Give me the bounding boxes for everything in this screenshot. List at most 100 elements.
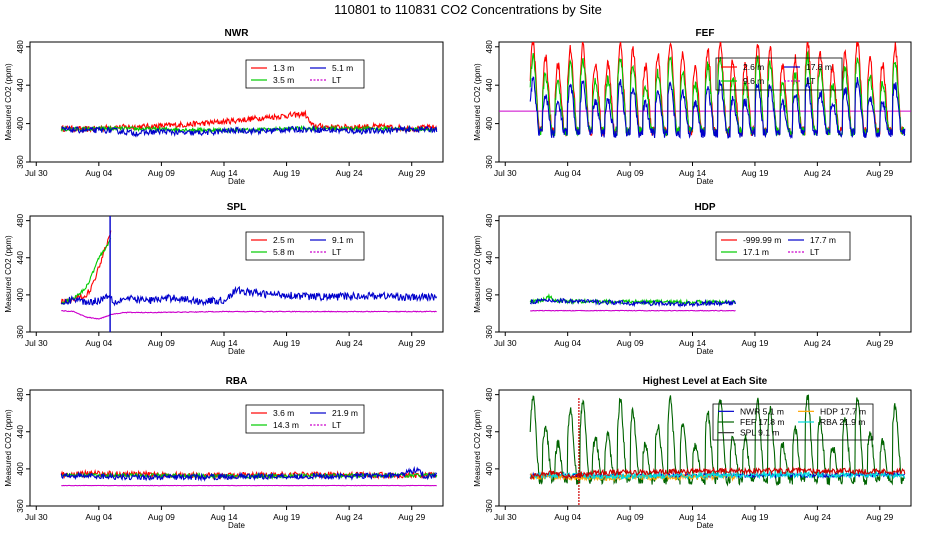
legend-box: [712, 403, 874, 441]
x-tick-label: Aug 09: [617, 168, 644, 178]
legend: 3.6 m 21.9 m 14.3 m LT: [245, 404, 365, 434]
x-tick-label: Aug 29: [866, 338, 893, 348]
y-tick-label: 440: [485, 251, 494, 265]
figure-title: 110801 to 110831 CO2 Concentrations by S…: [334, 2, 602, 17]
x-tick-label: Jul 30: [25, 168, 48, 178]
legend-label: 14.3 m: [273, 420, 299, 430]
x-tick-label: Aug 14: [679, 512, 706, 522]
panel-title: FEF: [696, 28, 715, 39]
x-axis-label: Date: [228, 177, 245, 186]
plot-frame: [29, 215, 444, 333]
series-line: [530, 309, 736, 312]
x-tick-label: Aug 04: [554, 168, 581, 178]
plot-frame: [498, 389, 912, 507]
y-tick-label: 440: [485, 425, 494, 439]
y-tick-label: 440: [16, 251, 25, 265]
x-tick-label: Aug 24: [336, 512, 363, 522]
chart-panel-fef: FEF 360 400 440 480 Jul 30 Aug 04 Aug 09 Aug 14 A…: [473, 28, 912, 186]
x-tick-label: Aug 04: [85, 168, 112, 178]
legend-box: [715, 57, 843, 91]
x-tick-label: Jul 30: [494, 338, 517, 348]
x-tick-label: Aug 09: [617, 512, 644, 522]
chart-panel-hdp: HDP 360 400 440 480 Jul 30 Aug 04 Aug 09 Aug 14 A…: [473, 202, 912, 356]
legend-box: [715, 231, 851, 261]
legend-box: [245, 231, 365, 261]
y-tick-label: 400: [16, 462, 25, 476]
legend-label: 3.5 m: [273, 75, 294, 85]
y-tick-label: 360: [485, 325, 494, 339]
legend-label: LT: [332, 75, 341, 85]
x-axis-label: Date: [697, 347, 714, 356]
y-tick-label: 400: [16, 288, 25, 302]
y-tick-label: 480: [16, 40, 25, 54]
legend-label: 9.1 m: [332, 235, 353, 245]
legend-label: SPL 9.1 m: [740, 428, 779, 438]
x-tick-label: Aug 29: [866, 168, 893, 178]
x-tick-label: Aug 29: [398, 512, 425, 522]
y-tick-label: 440: [16, 425, 25, 439]
x-tick-label: Aug 14: [211, 338, 238, 348]
x-tick-label: Aug 19: [741, 512, 768, 522]
legend-label: 21.9 m: [332, 408, 358, 418]
series-line: [60, 465, 438, 482]
series-line: [60, 109, 438, 133]
series-line: [529, 465, 906, 481]
x-tick-label: Aug 04: [85, 338, 112, 348]
series-line: [529, 469, 906, 481]
panel-title: NWR: [225, 28, 250, 39]
series-line: [61, 237, 112, 305]
x-tick-label: Aug 09: [148, 512, 175, 522]
legend-box: [245, 404, 365, 434]
y-tick-label: 480: [485, 213, 494, 227]
panel-title: SPL: [227, 202, 246, 213]
panel-title: RBA: [226, 376, 248, 387]
x-axis-label: Date: [228, 347, 245, 356]
x-tick-label: Aug 24: [804, 512, 831, 522]
legend-label: 5.8 m: [273, 247, 294, 257]
x-tick-label: Aug 24: [804, 168, 831, 178]
x-tick-label: Aug 29: [398, 168, 425, 178]
x-tick-label: Aug 19: [273, 338, 300, 348]
x-tick-label: Aug 24: [804, 338, 831, 348]
legend-label: 17.1 m: [743, 247, 769, 257]
legend-label: -999.99 m: [743, 235, 781, 245]
series-line: [529, 394, 906, 487]
y-tick-label: 360: [485, 155, 494, 169]
x-tick-label: Aug 19: [273, 512, 300, 522]
legend-label: HDP 17.7 m: [820, 406, 866, 416]
x-tick-label: Aug 04: [85, 512, 112, 522]
x-tick-label: Aug 19: [273, 168, 300, 178]
x-tick-label: Aug 24: [336, 338, 363, 348]
x-tick-label: Aug 29: [398, 338, 425, 348]
series-line: [529, 297, 737, 308]
x-tick-label: Jul 30: [25, 338, 48, 348]
x-tick-label: Aug 24: [336, 168, 363, 178]
x-axis-label: Date: [697, 177, 714, 186]
legend: 2.6 m 17.8 m 9.6 m LT: [715, 57, 843, 91]
y-tick-label: 360: [16, 499, 25, 513]
plot-frame: [498, 41, 912, 163]
legend-label: 17.8 m: [806, 62, 832, 72]
x-tick-label: Aug 19: [741, 338, 768, 348]
plot-area: [60, 109, 438, 138]
legend-label: LT: [332, 420, 341, 430]
chart-panel-spl: SPL 360 400 440 480 Jul 30 Aug 04 Aug 09 Aug 14 A…: [4, 202, 444, 356]
y-tick-label: 400: [485, 116, 494, 130]
y-axis-label: Measured CO2 (ppm): [473, 63, 482, 141]
chart-panel-highest-level-at-each-site: Highest Level at Each Site 360 400 440 480 Ju…: [473, 376, 912, 530]
y-axis-label: Measured CO2 (ppm): [4, 63, 13, 141]
legend-label: 3.6 m: [273, 408, 294, 418]
x-tick-label: Aug 09: [148, 168, 175, 178]
series-line: [529, 76, 906, 140]
plot-area: [499, 42, 911, 140]
y-tick-label: 360: [16, 325, 25, 339]
legend-label: 2.5 m: [273, 235, 294, 245]
x-tick-label: Aug 29: [866, 512, 893, 522]
plot-frame: [29, 389, 444, 507]
legend-label: RBA 21.9 m: [820, 417, 865, 427]
x-tick-label: Aug 04: [554, 338, 581, 348]
x-tick-label: Aug 09: [148, 338, 175, 348]
y-axis-label: Measured CO2 (ppm): [473, 409, 482, 487]
y-tick-label: 400: [485, 462, 494, 476]
